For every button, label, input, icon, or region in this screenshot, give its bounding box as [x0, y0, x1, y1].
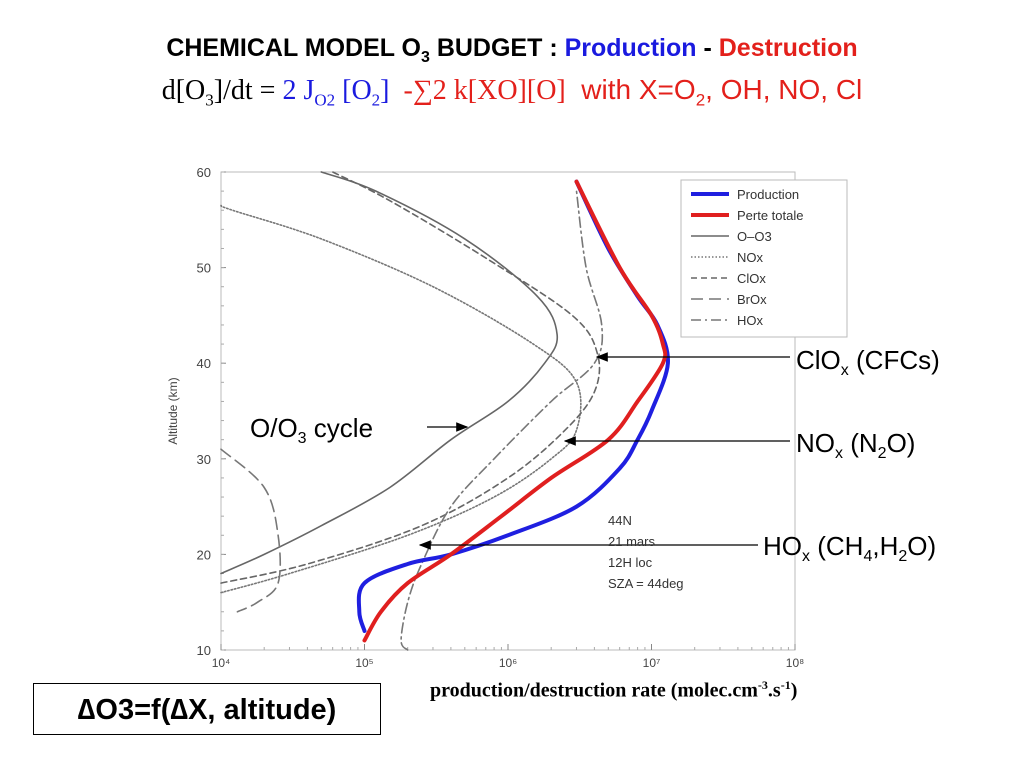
y-tick-label: 30 [197, 452, 211, 467]
hox-annotation: HOx (CH4,H2O) [763, 531, 937, 566]
legend-label: Production [737, 187, 799, 202]
x-tick-label: 10⁸ [786, 656, 804, 670]
legend-label: Perte totale [737, 208, 804, 223]
series-line-clox [220, 171, 601, 584]
series-line-nox [220, 204, 582, 594]
x-axis-label: production/destruction rate (molec.cm-3.… [430, 678, 798, 702]
formula-box: ∆O3=f(∆X, altitude) [33, 683, 381, 735]
nox-annotation: NOx (N2O) [796, 428, 916, 463]
series-line-hox [400, 190, 604, 651]
x-tick-label: 10⁵ [355, 656, 373, 670]
budget-equation: d[O3]/dt = 2 JO2 [O2] -∑2 k[XO][O] with … [161, 74, 863, 110]
y-tick-label: 40 [197, 356, 211, 371]
series-line-brox [220, 448, 282, 613]
y-tick-label: 50 [197, 261, 211, 276]
conditions-box: 44N 21 mars 12H loc SZA = 44deg [608, 513, 684, 591]
y-tick-label: 60 [197, 165, 211, 180]
main-title: CHEMICAL MODEL O3 BUDGET : Production - … [166, 34, 858, 66]
series-line-o-o3 [220, 171, 559, 575]
legend-label: BrOx [737, 292, 767, 307]
series-line-perte-totale [362, 179, 668, 643]
legend-label: O–O3 [737, 229, 772, 244]
legend-label: ClOx [737, 271, 766, 286]
x-tick-label: 10⁴ [212, 656, 231, 670]
y-tick-label: 10 [197, 643, 211, 658]
legend-label: HOx [737, 313, 764, 328]
o-o3-cycle-annotation: O/O3 cycle [250, 413, 374, 448]
y-axis-label: Altitude (km) [166, 377, 180, 444]
clox-annotation: ClOx (CFCs) [796, 345, 940, 380]
legend-box [680, 179, 848, 338]
y-tick-label: 20 [197, 547, 211, 562]
legend-label: NOx [737, 250, 764, 265]
x-tick-label: 10⁷ [643, 656, 661, 670]
x-tick-label: 10⁶ [499, 656, 517, 670]
